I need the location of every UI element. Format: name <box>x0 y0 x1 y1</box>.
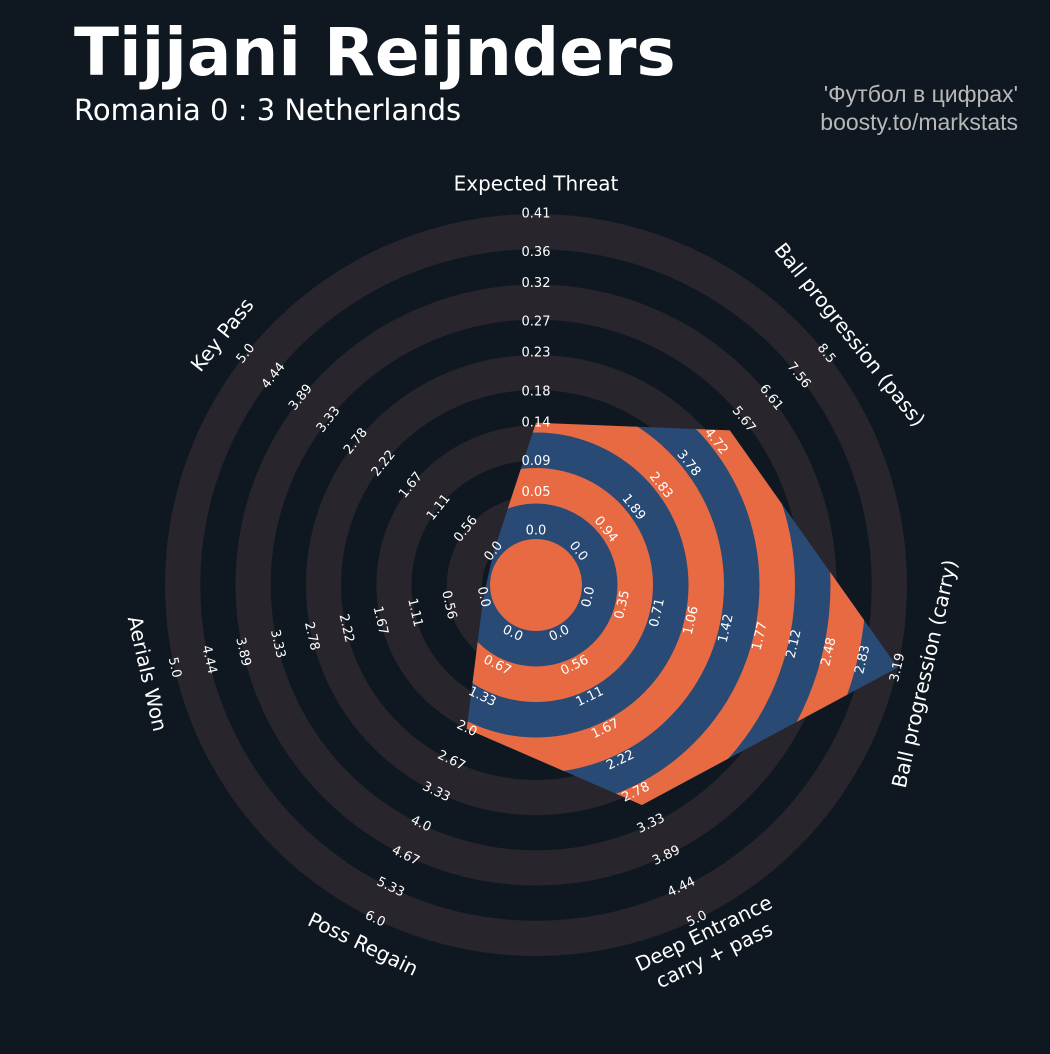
tick-label: 1.77 <box>750 620 771 652</box>
credit: 'Футбол в цифрах' <box>824 81 1018 107</box>
tick-label: 3.19 <box>887 652 908 684</box>
credit: boosty.to/markstats <box>820 109 1018 135</box>
tick-label: 4.44 <box>198 644 219 676</box>
tick-label: 0.09 <box>522 454 551 469</box>
radar-area <box>466 422 898 806</box>
chart-subtitle: Romania 0 : 3 Netherlands <box>74 93 461 127</box>
tick-label: 0.71 <box>647 597 668 629</box>
tick-label: 0.32 <box>522 276 551 291</box>
tick-label: 0.0 <box>526 524 547 539</box>
tick-label: 2.78 <box>301 620 322 652</box>
tick-label: 5.0 <box>165 656 184 680</box>
tick-label: 0.14 <box>522 415 551 430</box>
tick-label: 1.67 <box>370 605 391 637</box>
tick-label: 2.83 <box>852 644 873 676</box>
tick-label: 2.12 <box>784 628 805 660</box>
radar-ring <box>490 539 582 631</box>
tick-label: 3.89 <box>232 636 253 668</box>
tick-label: 0.41 <box>522 207 551 222</box>
tick-label: 0.56 <box>438 589 459 621</box>
tick-label: 0.0 <box>579 585 598 609</box>
tick-label: 0.0 <box>474 585 493 609</box>
tick-label: 0.27 <box>522 315 551 330</box>
tick-label: 0.05 <box>522 485 551 500</box>
tick-label: 0.35 <box>612 589 633 621</box>
param-label: Expected Threat <box>454 172 619 196</box>
tick-label: 1.42 <box>716 613 737 645</box>
tick-label: 3.33 <box>267 628 288 660</box>
tick-label: 1.06 <box>681 605 702 637</box>
tick-label: 1.11 <box>404 597 425 629</box>
chart-title: Tijjani Reijnders <box>74 14 676 91</box>
tick-label: 2.22 <box>336 613 357 645</box>
tick-label: 0.36 <box>522 245 551 260</box>
tick-label: 2.48 <box>818 636 839 668</box>
tick-label: 0.18 <box>522 384 551 399</box>
tick-label: 0.23 <box>522 346 551 361</box>
